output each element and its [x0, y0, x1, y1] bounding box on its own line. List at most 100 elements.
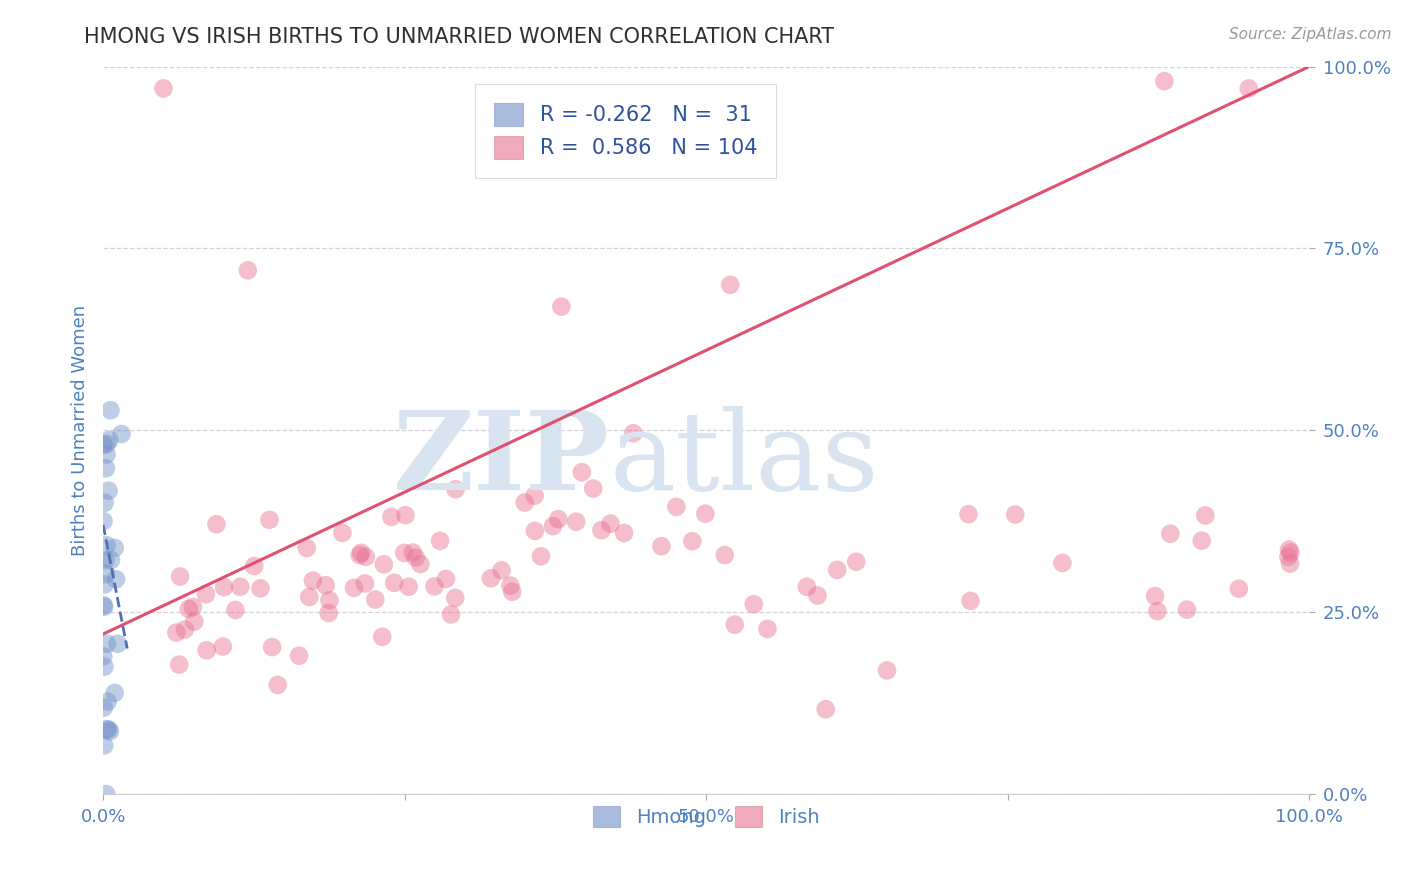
Point — [96, 637, 118, 651]
Point — [93, 700, 115, 714]
Point — [93, 599, 115, 614]
Point — [298, 590, 321, 604]
Point — [491, 563, 513, 577]
Point — [93, 739, 115, 753]
Point — [165, 625, 187, 640]
Point — [550, 300, 572, 314]
Point — [530, 549, 553, 564]
Point — [724, 617, 747, 632]
Point — [96, 723, 118, 737]
Point — [173, 623, 195, 637]
Point — [394, 546, 416, 560]
Point — [194, 587, 217, 601]
Point — [398, 580, 420, 594]
Point — [409, 557, 432, 571]
Point — [718, 277, 741, 292]
Point — [501, 584, 523, 599]
Point — [224, 603, 246, 617]
Point — [499, 579, 522, 593]
Point — [523, 524, 546, 538]
Point — [211, 640, 233, 654]
Point — [582, 482, 605, 496]
Point — [93, 496, 115, 510]
Point — [354, 576, 377, 591]
Point — [796, 580, 818, 594]
Point — [1278, 542, 1301, 557]
Point — [104, 686, 127, 700]
Point — [315, 578, 337, 592]
Point — [571, 465, 593, 479]
Legend: Hmong, Irish: Hmong, Irish — [585, 798, 827, 835]
Point — [380, 509, 402, 524]
Point — [382, 575, 405, 590]
Text: Source: ZipAtlas.com: Source: ZipAtlas.com — [1229, 27, 1392, 42]
Point — [169, 569, 191, 583]
Point — [1191, 533, 1213, 548]
Point — [825, 563, 848, 577]
Point — [423, 579, 446, 593]
Point — [152, 81, 174, 95]
Point — [259, 513, 281, 527]
Point — [332, 525, 354, 540]
Point — [93, 438, 115, 452]
Point — [318, 593, 340, 607]
Point — [249, 582, 271, 596]
Point — [295, 541, 318, 555]
Point — [97, 483, 120, 498]
Point — [547, 512, 569, 526]
Point — [434, 572, 457, 586]
Point — [229, 580, 252, 594]
Point — [957, 507, 980, 521]
Point — [621, 426, 644, 441]
Point — [97, 723, 120, 737]
Point — [212, 580, 235, 594]
Point — [93, 514, 115, 528]
Point — [429, 533, 451, 548]
Point — [96, 695, 118, 709]
Point — [94, 567, 117, 582]
Point — [110, 427, 132, 442]
Point — [96, 447, 118, 461]
Point — [1227, 582, 1250, 596]
Y-axis label: Births to Unmarried Women: Births to Unmarried Women — [72, 305, 89, 556]
Point — [288, 648, 311, 663]
Point — [876, 664, 898, 678]
Point — [1237, 81, 1260, 95]
Point — [650, 539, 672, 553]
Point — [373, 558, 395, 572]
Point — [167, 657, 190, 672]
Point — [599, 516, 621, 531]
Point — [96, 787, 118, 801]
Point — [1279, 545, 1302, 559]
Point — [91, 649, 114, 664]
Point — [343, 581, 366, 595]
Text: atlas: atlas — [610, 406, 879, 513]
Point — [98, 433, 121, 447]
Point — [181, 599, 204, 614]
Point — [565, 515, 588, 529]
Point — [100, 553, 122, 567]
Point — [98, 724, 121, 739]
Point — [104, 541, 127, 555]
Point — [959, 594, 981, 608]
Point — [814, 702, 837, 716]
Point — [364, 592, 387, 607]
Point — [349, 548, 371, 562]
Point — [94, 461, 117, 475]
Point — [695, 507, 717, 521]
Point — [105, 572, 128, 586]
Point — [591, 523, 613, 537]
Point — [713, 548, 735, 562]
Point — [444, 591, 467, 605]
Point — [236, 263, 259, 277]
Point — [1144, 589, 1167, 603]
Point — [1277, 549, 1299, 564]
Point — [354, 549, 377, 564]
Point — [681, 534, 703, 549]
Point — [523, 489, 546, 503]
Point — [742, 597, 765, 611]
Point — [1004, 508, 1026, 522]
Point — [665, 500, 688, 514]
Point — [513, 495, 536, 509]
Point — [195, 643, 218, 657]
